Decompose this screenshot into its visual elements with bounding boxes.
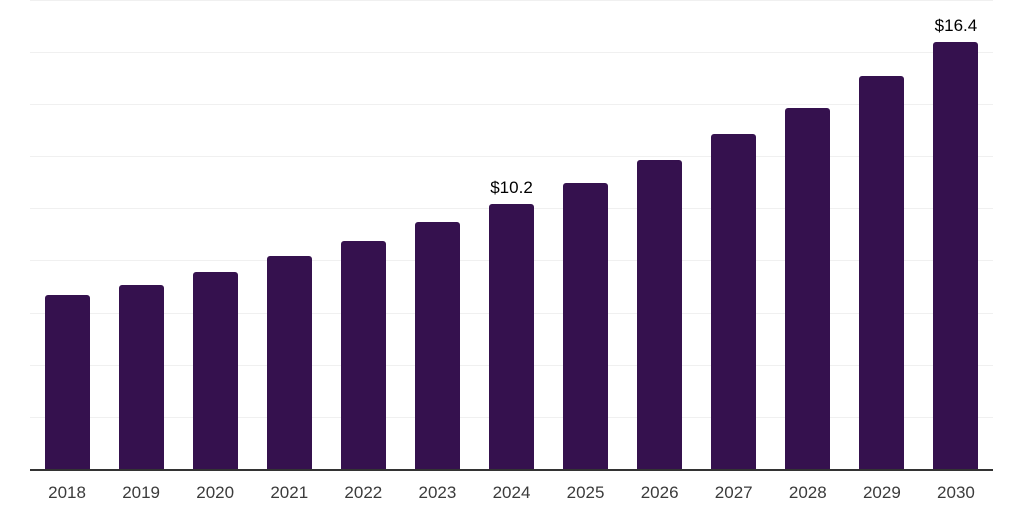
bar-2026 <box>637 159 683 470</box>
plot-area: $10.2 $16.4 <box>30 0 993 471</box>
bar-value-label-2024: $10.2 <box>490 177 533 197</box>
bar-2027 <box>711 133 757 470</box>
x-tick-label-2020: 2020 <box>196 483 235 502</box>
bar-2018 <box>44 295 90 470</box>
x-axis-labels: 2018 2019 2020 2021 2022 2023 2024 2025 2026 2027… <box>30 484 993 508</box>
x-tick-label-2019: 2019 <box>122 483 161 502</box>
bar-2025 <box>563 183 609 470</box>
bar-2019 <box>118 284 164 470</box>
x-tick-label-2024: 2024 <box>492 483 531 502</box>
bar-2021 <box>266 256 312 470</box>
x-tick-label-2026: 2026 <box>640 483 679 502</box>
bar-2020 <box>192 271 238 470</box>
x-tick-label-2025: 2025 <box>566 483 605 502</box>
x-tick-label-2029: 2029 <box>862 483 901 502</box>
x-tick-label-2030: 2030 <box>937 483 975 502</box>
x-tick-label-2022: 2022 <box>344 483 383 502</box>
bar-2028 <box>785 107 831 470</box>
bar-value-label-2030: $16.4 <box>934 16 978 36</box>
gridline <box>30 51 993 53</box>
bar-2029 <box>859 76 905 470</box>
bar-2024 <box>489 203 534 470</box>
gridline <box>30 156 993 158</box>
x-axis-line <box>30 469 993 471</box>
bar-2030 <box>933 42 979 470</box>
gridline <box>30 0 993 1</box>
bar-2023 <box>414 222 460 470</box>
x-tick-label-2018: 2018 <box>48 483 86 502</box>
x-tick-label-2028: 2028 <box>788 483 827 502</box>
gridline <box>30 103 993 105</box>
x-tick-label-2021: 2021 <box>270 483 309 502</box>
x-tick-label-2023: 2023 <box>418 483 457 502</box>
x-tick-label-2027: 2027 <box>714 483 753 502</box>
bar-2022 <box>340 240 386 470</box>
